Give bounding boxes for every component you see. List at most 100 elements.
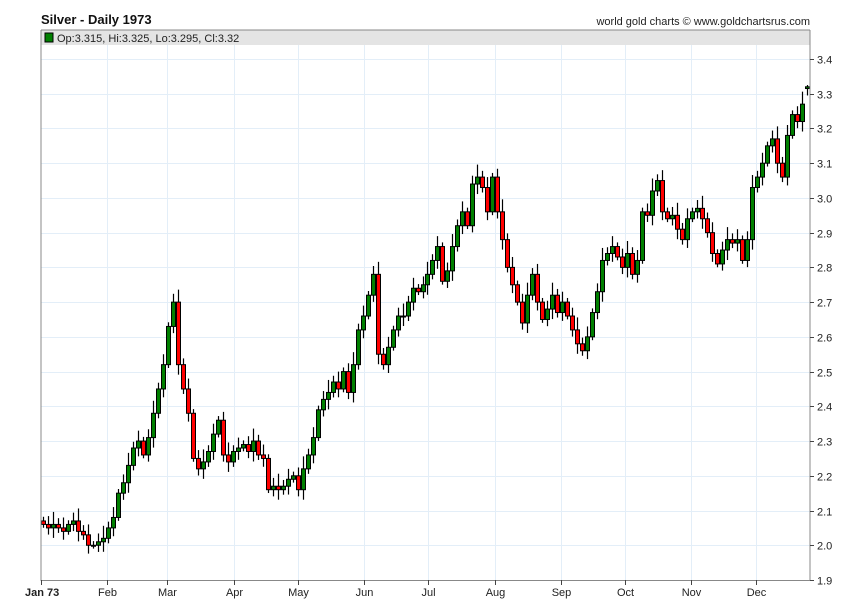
candle-body <box>246 444 251 452</box>
candle-body <box>386 346 391 366</box>
y-tick-label: 3.3 <box>817 90 832 102</box>
candle <box>535 263 540 311</box>
candle <box>396 307 401 337</box>
candle <box>620 248 625 275</box>
candle <box>81 525 86 540</box>
candle <box>750 175 755 250</box>
candle-body <box>540 301 545 320</box>
candle-body <box>735 239 740 244</box>
candle-body <box>171 301 176 327</box>
y-tick-label: 2.2 <box>817 472 832 484</box>
candle <box>650 178 655 226</box>
y-tick-label: 2.0 <box>817 541 832 553</box>
candle <box>515 280 520 306</box>
candle-body <box>445 270 450 282</box>
candle-body <box>695 207 700 213</box>
candle-body <box>510 266 515 286</box>
candle-body <box>605 253 610 261</box>
candle-body <box>356 329 361 366</box>
candle <box>281 479 286 495</box>
candle <box>610 236 615 262</box>
candle-body <box>186 388 191 414</box>
candle <box>465 207 470 230</box>
candle-body <box>221 419 226 456</box>
candle <box>585 326 590 360</box>
candle <box>450 234 455 281</box>
candle <box>191 409 196 462</box>
candle <box>435 236 440 269</box>
candle <box>590 308 595 341</box>
candle-body <box>276 485 281 491</box>
y-tick-label: 3.2 <box>817 124 832 136</box>
candle-body <box>650 190 655 216</box>
x-tick-label: May <box>288 587 309 599</box>
candle <box>685 208 690 248</box>
candle-body <box>71 520 76 525</box>
candle-body <box>765 145 770 164</box>
candle-body <box>406 301 411 317</box>
x-tick-label: Dec <box>747 587 767 599</box>
candle <box>76 508 81 542</box>
candle-body <box>755 176 760 189</box>
candle <box>131 441 136 471</box>
x-tick-label: Jul <box>421 587 435 599</box>
candle-body <box>465 211 470 227</box>
candle <box>595 283 600 320</box>
candle-body <box>56 523 61 529</box>
candle-body <box>271 485 276 491</box>
candle <box>715 249 720 268</box>
candle-body <box>655 180 660 192</box>
candle-body <box>216 419 221 435</box>
candle <box>321 391 326 417</box>
candle-body <box>136 440 141 449</box>
candle <box>800 91 805 132</box>
candle <box>231 445 236 467</box>
candle-body <box>131 447 136 466</box>
candle <box>316 405 321 441</box>
candle <box>755 170 760 193</box>
candle <box>570 307 575 337</box>
candle-body <box>91 544 96 547</box>
candle-body <box>286 478 291 487</box>
y-tick-label: 2.4 <box>817 402 832 414</box>
candle-body <box>46 523 51 529</box>
candle <box>615 242 620 261</box>
candle <box>301 456 306 500</box>
candle <box>505 233 510 273</box>
candle-body <box>620 256 625 268</box>
candle <box>171 293 176 334</box>
candle <box>665 207 670 223</box>
candle-body <box>86 534 91 546</box>
candle <box>480 170 485 193</box>
candle <box>136 430 141 457</box>
y-tick-label: 2.7 <box>817 298 832 310</box>
candle-body <box>126 464 131 484</box>
candle-body <box>715 253 720 265</box>
candle-body <box>475 176 480 185</box>
candle <box>485 177 490 221</box>
candle-body <box>336 381 341 390</box>
candle-body <box>381 353 386 366</box>
candle <box>241 440 246 452</box>
candle-body <box>151 412 156 439</box>
candle-body <box>430 259 435 275</box>
y-tick-label: 1.9 <box>817 576 832 588</box>
candle-body <box>326 391 331 400</box>
candle-body <box>745 239 750 261</box>
candle-body <box>455 225 460 248</box>
candle-body <box>565 301 570 317</box>
candle-body <box>156 388 161 414</box>
candle <box>795 106 800 129</box>
candle <box>695 200 700 219</box>
candle-body <box>191 412 196 459</box>
candle <box>545 300 550 327</box>
candle <box>625 241 630 278</box>
candle-body <box>635 259 640 275</box>
candle-body <box>660 180 665 213</box>
candle <box>41 516 46 528</box>
candle <box>440 242 445 285</box>
y-tick-label: 3.1 <box>817 159 832 171</box>
candle-body <box>66 523 71 532</box>
candle-body <box>570 315 575 331</box>
candle <box>540 297 545 323</box>
